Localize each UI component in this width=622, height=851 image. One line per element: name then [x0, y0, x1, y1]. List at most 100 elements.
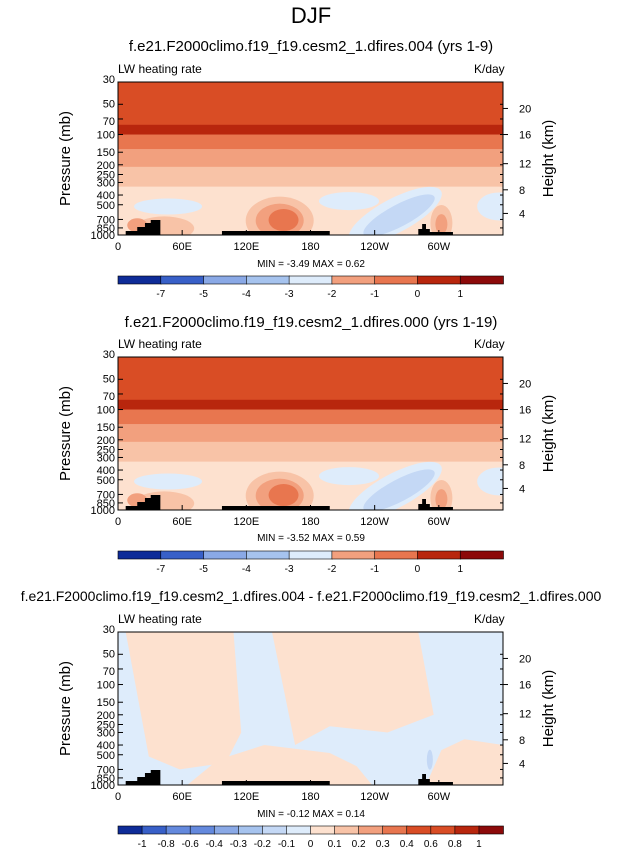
right-tick-label: 20	[519, 378, 531, 390]
colorbar-label: -5	[199, 564, 208, 575]
colorbar-label: -0.2	[254, 839, 272, 850]
contour-fill	[319, 192, 379, 211]
colorbar-label: 1	[457, 564, 463, 575]
colorbar-label: -7	[156, 564, 165, 575]
colorbar-box	[358, 825, 384, 835]
y-tick-label: 30	[103, 349, 115, 361]
contour-fill	[319, 467, 379, 486]
y-tick-label: 500	[97, 750, 115, 762]
terrain-mask	[221, 781, 330, 785]
y-tick-label: 300	[97, 727, 115, 739]
contour-fills	[118, 82, 503, 235]
y-tick-label: 300	[97, 177, 115, 189]
right-tick-label: 12	[519, 709, 531, 721]
x-tick-label: 180	[301, 241, 319, 253]
colorbar: -1 -0.8 -0.6 -0.4 -0.3 -0.2 -0.1 0 0.1 0.2 0.3 0.4 0…	[117, 825, 504, 850]
units-label: K/day	[474, 62, 505, 76]
colorbar-box	[374, 550, 419, 560]
colorbar-label: -0.1	[278, 839, 296, 850]
contour-fill	[435, 214, 448, 235]
panel-title: f.e21.F2000climo.f19_f19.cesm2_1.dfires.…	[128, 38, 494, 55]
colorbar-label: -3	[285, 289, 294, 300]
y-axis-title: Pressure (mb)	[57, 661, 74, 756]
colorbar-box	[117, 550, 162, 560]
colorbar-label: -0.4	[206, 839, 224, 850]
y-tick-label: 1000	[91, 505, 115, 517]
right-tick-label: 12	[519, 434, 531, 446]
x-tick-label: 60W	[428, 241, 451, 253]
y-tick-label: 200	[97, 435, 115, 447]
colorbar-label: 0.2	[352, 839, 366, 850]
colorbar-label: -0.8	[158, 839, 176, 850]
colorbar-box	[382, 825, 408, 835]
contour-fill	[118, 124, 503, 135]
colorbar-label: -2	[327, 289, 336, 300]
y-tick-label: 200	[97, 710, 115, 722]
colorbar-box	[246, 550, 290, 560]
colorbar-label: 0.8	[448, 839, 462, 850]
colorbar-label: -7	[156, 289, 165, 300]
colorbar-box	[189, 825, 216, 835]
y-tick-label: 500	[97, 475, 115, 487]
contour-fill	[118, 441, 503, 462]
figure-title: DJF	[290, 3, 332, 28]
y-tick-label: 300	[97, 452, 115, 464]
right-tick-label: 20	[519, 103, 531, 115]
x-tick-label: 120E	[233, 241, 259, 253]
y-tick-label: 400	[97, 190, 115, 202]
y-tick-label: 100	[97, 130, 115, 142]
y-tick-label: 150	[97, 147, 115, 159]
colorbar: -7 -5 -4 -3 -2 -1 0 1	[117, 550, 504, 575]
contour-fill	[268, 209, 299, 232]
y-tick-label: 150	[97, 422, 115, 434]
colorbar-box	[160, 275, 205, 285]
terrain-mask	[418, 224, 453, 235]
contour-fill	[134, 198, 203, 215]
x-tick-label: 120E	[233, 791, 259, 803]
colorbar-label: 0	[308, 839, 314, 850]
colorbar-box	[117, 275, 162, 285]
min-max-label: MIN = -0.12 MAX = 0.14	[257, 809, 365, 820]
units-label: K/day	[474, 337, 505, 351]
x-tick-label: 60E	[172, 516, 192, 528]
contour-fill	[363, 469, 435, 510]
terrain-mask	[125, 770, 161, 785]
y-tick-label: 1000	[91, 230, 115, 242]
panel-title: f.e21.F2000climo.f19_f19.cesm2_1.dfires.…	[124, 314, 498, 331]
right-tick-label: 20	[519, 653, 531, 665]
right-axis-title: Height (km)	[540, 395, 557, 473]
colorbar-label: 1	[457, 289, 463, 300]
colorbar-label: 0.3	[376, 839, 390, 850]
units-label: K/day	[474, 612, 505, 626]
colorbar-box	[213, 825, 240, 835]
y-axis-title: Pressure (mb)	[57, 386, 74, 481]
right-tick-label: 16	[519, 405, 531, 417]
contour-fill	[477, 467, 503, 496]
contour-fill	[118, 409, 503, 425]
contour-fills	[118, 357, 503, 510]
min-max-label: MIN = -3.49 MAX = 0.62	[257, 259, 365, 270]
colorbar-box	[203, 275, 248, 285]
x-tick-label: 60E	[172, 791, 192, 803]
colorbar-box	[246, 275, 290, 285]
colorbar-box	[141, 825, 167, 835]
contour-fill	[118, 134, 503, 150]
y-tick-label: 850	[97, 223, 115, 235]
y-tick-label: 700	[97, 764, 115, 776]
colorbar-box	[406, 825, 432, 835]
right-tick-label: 16	[519, 130, 531, 142]
colorbar-box	[459, 550, 504, 560]
terrain-mask	[221, 231, 330, 235]
colorbar-box	[262, 825, 288, 835]
terrain-mask	[418, 499, 453, 510]
colorbar-label: -5	[199, 289, 208, 300]
colorbar-box	[117, 825, 143, 835]
colorbar-label: -2	[327, 564, 336, 575]
y-tick-label: 70	[103, 666, 115, 678]
right-tick-label: 8	[519, 735, 525, 747]
colorbar: -7 -5 -4 -3 -2 -1 0 1	[117, 275, 504, 300]
colorbar-box	[238, 825, 264, 835]
colorbar-label: -1	[370, 289, 379, 300]
